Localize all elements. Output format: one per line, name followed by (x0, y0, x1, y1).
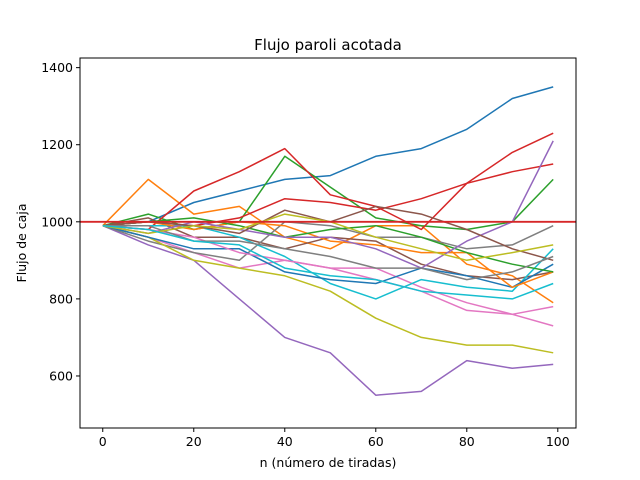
y-tick-label: 1000 (41, 214, 73, 229)
series-line-15 (102, 140, 554, 269)
series-line-1 (102, 86, 554, 227)
plot-frame (79, 57, 577, 429)
series-line-11 (102, 224, 554, 289)
series-line-9 (102, 224, 554, 354)
x-tick-label: 100 (546, 434, 570, 449)
y-axis-ticks: 600 800 1000 1200 1400 (41, 60, 80, 383)
series-line-2 (102, 178, 554, 304)
x-tick-label: 20 (186, 434, 202, 449)
x-axis-ticks: 0 20 40 60 80 100 (99, 428, 570, 449)
y-tick-label: 1400 (41, 60, 73, 75)
series-line-4 (102, 132, 554, 231)
series-group (102, 86, 554, 396)
series-line-17 (102, 224, 554, 316)
x-tick-label: 40 (277, 434, 293, 449)
series-line-13 (102, 217, 554, 273)
y-tick-label: 1200 (41, 137, 73, 152)
x-tick-label: 0 (99, 434, 107, 449)
chart-title: Flujo paroli acotada (254, 36, 402, 54)
series-line-14 (102, 163, 554, 227)
y-tick-label: 800 (49, 291, 73, 306)
y-axis-label: Flujo de caja (14, 204, 29, 283)
y-tick-label: 600 (49, 368, 73, 383)
series-line-5 (102, 225, 554, 396)
series-line-18 (102, 224, 554, 281)
x-tick-label: 60 (368, 434, 384, 449)
series-line-8 (102, 221, 554, 262)
series-line-12 (102, 221, 554, 289)
x-tick-label: 80 (459, 434, 475, 449)
x-axis-label: n (número de tiradas) (260, 455, 397, 470)
series-line-20 (102, 224, 554, 300)
